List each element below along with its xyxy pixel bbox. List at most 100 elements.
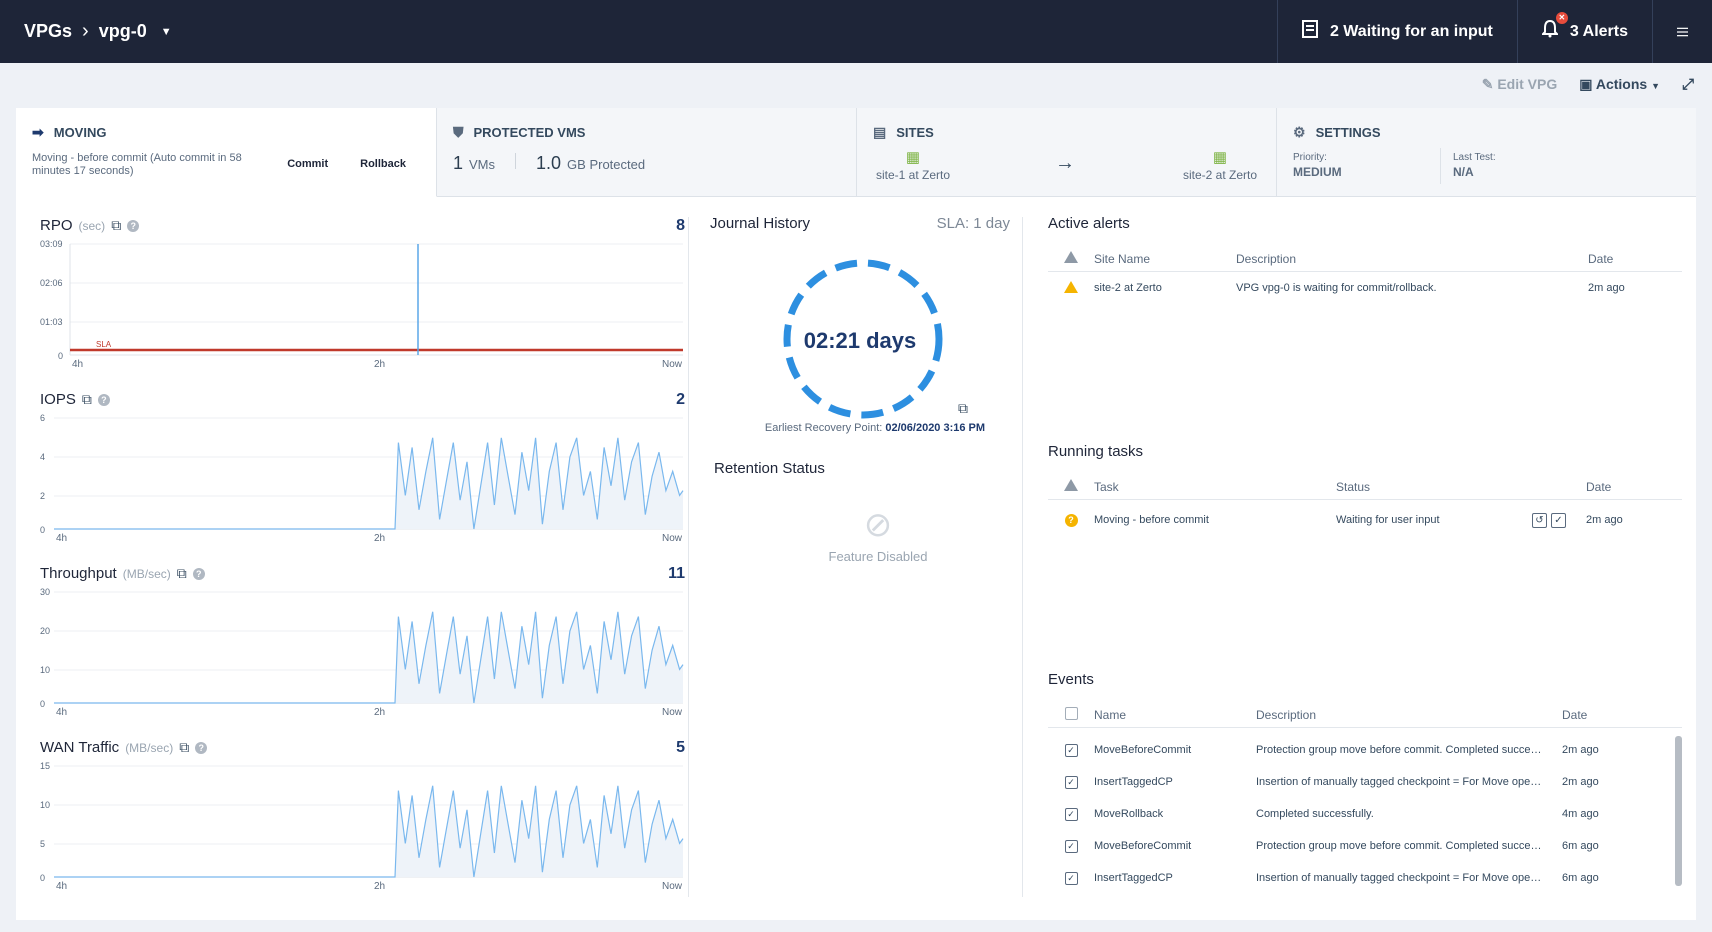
y-tick: 01:03	[40, 317, 63, 327]
table-row[interactable]: ? Moving - before commit Waiting for use…	[1048, 500, 1682, 540]
external-link-icon[interactable]: ⧉	[179, 739, 190, 755]
table-row[interactable]: ✓ InsertTaggedCP Insertion of manually t…	[1048, 862, 1682, 894]
vpg-summary-header: ➡ MOVING Moving - before commit (Auto com…	[16, 108, 1696, 197]
journal-sla: SLA: 1 day	[936, 215, 1010, 232]
col-header[interactable]: Date	[1562, 707, 1588, 722]
caret-down-icon[interactable]: ▼	[160, 25, 172, 38]
shield-icon: ⛊	[453, 124, 464, 140]
events-title: Events	[1048, 671, 1094, 688]
rpo-chart: RPO (sec) ⧉ ? 8 03:09 02:06 01:03 0 4h 2…	[40, 217, 685, 387]
alerts-table: Site Name Description Date site-2 at Zer…	[1048, 246, 1682, 304]
prohibited-icon: ⊘	[863, 506, 893, 544]
wan-value: 5	[676, 739, 685, 756]
alert-date: 2m ago	[1588, 282, 1625, 294]
wan-area	[54, 785, 683, 877]
arrow-right-icon: →	[1055, 152, 1075, 174]
question-icon: ?	[1064, 513, 1078, 527]
y-tick: 2	[40, 491, 45, 501]
throughput-chart: Throughput (MB/sec) ⧉ ? 11 30 20 10 0 4h…	[40, 565, 685, 735]
table-row[interactable]: site-2 at Zerto VPG vpg-0 is waiting for…	[1048, 272, 1682, 304]
external-link-icon[interactable]: ⧉	[176, 565, 187, 581]
col-header[interactable]: Task	[1094, 479, 1119, 494]
edit-vpg-button[interactable]: ✎ Edit VPG	[1481, 76, 1558, 92]
commit-check-icon[interactable]: ✓	[1551, 512, 1566, 528]
col-header[interactable]: Description	[1236, 251, 1297, 266]
breadcrumb-vpgs[interactable]: VPGs	[24, 21, 73, 41]
arrow-right-icon: ➡	[32, 124, 44, 140]
y-tick: 5	[40, 839, 45, 849]
breadcrumb-current[interactable]: vpg-0	[98, 21, 147, 41]
event-description: Completed successfully.	[1256, 808, 1374, 820]
y-tick: 02:06	[40, 278, 63, 288]
hamburger-menu-icon[interactable]	[1652, 0, 1712, 63]
vms-count: 1	[453, 153, 464, 173]
external-link-icon[interactable]: ⧉	[958, 400, 968, 416]
throughput-unit: (MB/sec)	[122, 566, 171, 581]
rollback-icon[interactable]: ↺	[1532, 512, 1547, 528]
x-tick: 4h	[56, 533, 67, 543]
event-name: InsertTaggedCP	[1094, 872, 1173, 884]
erp-label: Earliest Recovery Point:	[764, 422, 883, 434]
x-tick: Now	[662, 359, 683, 369]
external-link-icon[interactable]: ⧉	[111, 217, 122, 233]
y-tick: 4	[40, 452, 45, 462]
tasks-title: Running tasks	[1048, 443, 1144, 460]
help-icon[interactable]: ?	[192, 567, 205, 580]
task-date: 2m ago	[1586, 514, 1623, 526]
divider	[1022, 217, 1023, 897]
col-header[interactable]: Site Name	[1094, 251, 1151, 266]
task-name: Moving - before commit	[1094, 514, 1209, 526]
commit-button[interactable]: Commit	[287, 158, 329, 170]
alert-description: VPG vpg-0 is waiting for commit/rollback…	[1236, 282, 1437, 294]
event-date: 2m ago	[1562, 776, 1599, 788]
col-header[interactable]: Name	[1094, 707, 1127, 722]
last-test-label: Last Test:	[1453, 152, 1496, 163]
y-tick: 0	[40, 699, 45, 709]
check-icon: ✓	[1064, 871, 1078, 885]
y-tick: 0	[40, 525, 45, 535]
col-header[interactable]: Description	[1256, 707, 1317, 722]
col-header[interactable]: Date	[1588, 251, 1614, 266]
bell-icon: ✕	[1540, 12, 1568, 43]
alerts-button[interactable]: ✕ 3 Alerts	[1516, 0, 1652, 63]
alerts-label: 3 Alerts	[1569, 22, 1628, 40]
table-row[interactable]: ✓ MoveBeforeCommit Protection group move…	[1048, 734, 1682, 766]
y-tick: 03:09	[40, 239, 63, 249]
rollback-button[interactable]: Rollback	[360, 158, 406, 170]
help-icon[interactable]: ?	[97, 393, 110, 406]
check-icon: ✓	[1064, 775, 1078, 789]
divider	[1440, 148, 1441, 184]
active-alerts-panel: Active alerts Site Name Description Date…	[1048, 215, 1682, 304]
event-description: Protection group move before commit. Com…	[1256, 840, 1542, 852]
y-tick: 10	[40, 665, 50, 675]
col-header[interactable]: Date	[1586, 479, 1612, 494]
x-tick: Now	[662, 533, 683, 543]
source-site: ▦ site-1 at Zerto	[873, 148, 953, 182]
journal-ring-graphic	[783, 259, 943, 419]
erp-value: 02/06/2020 3:16 PM	[885, 422, 986, 434]
y-tick: 10	[40, 800, 50, 810]
event-name: MoveBeforeCommit	[1094, 840, 1192, 852]
actions-button[interactable]: ▣ Actions ▼	[1579, 76, 1660, 93]
wan-title: WAN Traffic	[40, 739, 120, 756]
waiting-input-button[interactable]: 2 Waiting for an input	[1276, 0, 1517, 63]
events-scrollbar[interactable]	[1675, 736, 1682, 886]
help-icon[interactable]: ?	[127, 219, 140, 232]
check-icon: ✓	[1064, 839, 1078, 853]
table-row[interactable]: ✓ MoveBeforeCommit Protection group move…	[1048, 830, 1682, 862]
table-row[interactable]: ✓ MoveRollback Completed successfully. 4…	[1048, 798, 1682, 830]
actions-label: Actions	[1595, 76, 1648, 92]
table-row[interactable]: ✓ InsertTaggedCP Insertion of manually t…	[1048, 766, 1682, 798]
y-tick: 20	[40, 626, 50, 636]
expand-icon[interactable]: ⤢	[1681, 76, 1694, 93]
help-icon[interactable]: ?	[195, 741, 208, 754]
event-name: MoveBeforeCommit	[1094, 744, 1192, 756]
iops-value: 2	[676, 391, 685, 408]
external-link-icon[interactable]: ⧉	[81, 391, 92, 407]
target-site-name: site-2 at Zerto	[1182, 168, 1258, 182]
actions-icon: ▣	[1579, 76, 1593, 92]
top-bar: VPGs › vpg-0 ▼ 2 Waiting for an input ✕ …	[0, 0, 1712, 63]
caret-down-icon: ▼	[1651, 81, 1660, 91]
chevron-right-icon: ›	[82, 20, 89, 42]
col-header[interactable]: Status	[1336, 479, 1371, 494]
